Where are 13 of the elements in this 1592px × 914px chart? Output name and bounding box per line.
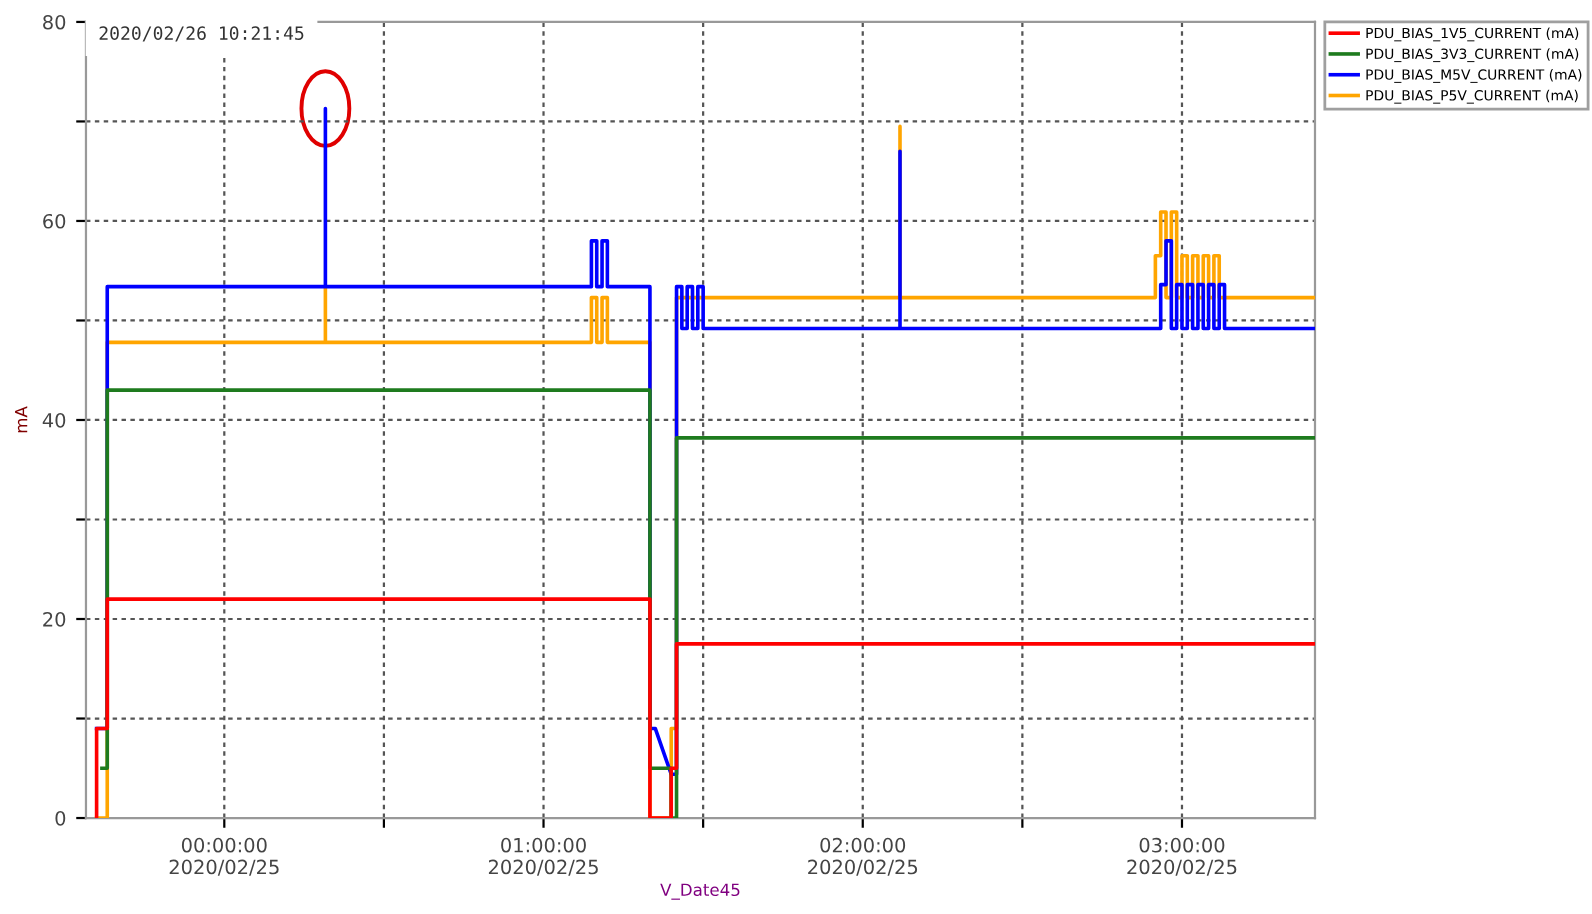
x-axis-title: V_Date45	[660, 883, 740, 900]
x-tick-label: 03:00:00 2020/02/25	[1127, 837, 1237, 876]
y-tick-label: 20	[43, 611, 66, 627]
x-tick-label: 00:00:00 2020/02/25	[169, 837, 279, 876]
line-series	[94, 597, 1315, 819]
y-axis-title: mA	[15, 406, 28, 433]
y-tick-label: 40	[42, 412, 66, 428]
annotation: 2020/02/26 10:21:45	[99, 26, 304, 42]
y-tick-label: 60	[43, 213, 66, 229]
y-tick-label: 0	[55, 810, 66, 826]
x-tick-label: 02:00:00 2020/02/25	[808, 837, 918, 876]
x-tick-label: 01:00:00 2020/02/25	[488, 837, 598, 876]
y-tick-label: 80	[43, 14, 66, 30]
